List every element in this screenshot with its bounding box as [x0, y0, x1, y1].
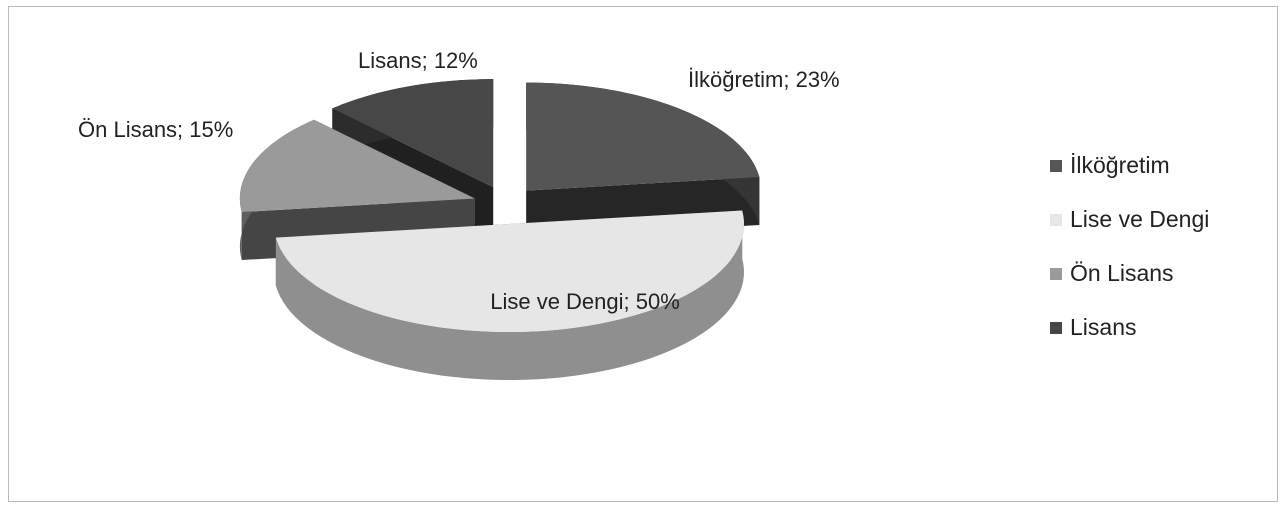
slice [239, 119, 475, 213]
legend-label: Ön Lisans [1070, 260, 1174, 286]
legend-swatch [1050, 159, 1062, 172]
legend-label: Lise ve Dengi [1070, 206, 1210, 232]
legend-label: Lisans [1070, 314, 1137, 340]
data-label: Lise ve Dengi; 50% [490, 289, 680, 314]
data-label: Ön Lisans; 15% [78, 117, 234, 142]
slice [332, 79, 494, 188]
legend-entry: Lisans [1050, 314, 1136, 341]
slice-side [275, 210, 744, 381]
slice [526, 82, 760, 191]
legend-entry: İlköğretim [1050, 152, 1170, 179]
chart-frame [8, 6, 1278, 502]
legend-swatch [1050, 267, 1062, 280]
slice [275, 210, 744, 381]
legend-swatch [1050, 213, 1062, 226]
legend-entry: Lise ve Dengi [1050, 206, 1209, 233]
data-label: İlköğretim; 23% [688, 67, 840, 92]
data-label: Lisans; 12% [358, 48, 478, 73]
legend-label: İlköğretim [1070, 152, 1170, 178]
slice [275, 210, 744, 333]
legend-entry: Ön Lisans [1050, 260, 1174, 287]
legend-swatch [1050, 321, 1062, 334]
